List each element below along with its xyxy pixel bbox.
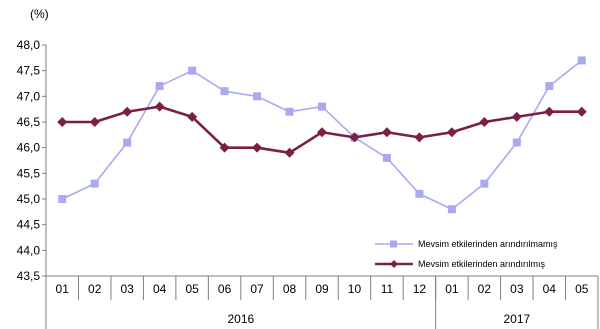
y-tick-label: 47,5 [17,64,41,78]
data-point-adjusted [57,117,68,127]
data-point-adjusted [544,106,555,117]
data-point-adjusted [317,127,327,138]
data-point-unadjusted [220,87,229,96]
data-point-adjusted [479,117,490,127]
x-tick-label: 09 [315,282,329,296]
data-point-adjusted [414,132,425,143]
data-point-unadjusted [58,195,67,203]
y-tick-label: 44,0 [17,243,41,257]
x-tick-label: 03 [510,282,524,296]
data-point-unadjusted [480,179,489,188]
x-tick-label: 12 [413,282,427,296]
legend-label-unadjusted: Mevsim etkilerinden arındırılmamış [418,239,558,249]
data-point-adjusted [154,101,165,112]
x-tick-label: 05 [575,282,589,296]
x-tick-label: 10 [348,282,362,296]
legend-marker-unadjusted [390,240,397,248]
x-tick-label: 08 [283,282,297,296]
year-label: 2017 [503,312,530,326]
data-point-unadjusted [415,189,424,198]
data-point-adjusted [219,142,230,153]
x-tick-label: 04 [153,282,167,296]
data-point-adjusted [122,106,133,117]
y-tick-label: 43,5 [17,269,41,283]
legend: Mevsim etkilerinden arındırılmamış Mevsi… [370,233,590,275]
data-point-adjusted [446,127,457,138]
y-tick-label: 45,5 [17,166,41,180]
y-unit-label: (%) [30,7,49,21]
data-point-unadjusted [382,153,391,162]
y-tick-label: 48,0 [17,38,41,52]
y-tick-label: 47,0 [17,89,41,103]
series-group [57,56,587,214]
data-point-unadjusted [285,107,294,116]
x-tick-label: 02 [88,282,102,296]
data-point-unadjusted [577,56,586,65]
x-tick-label: 01 [445,282,459,296]
data-point-unadjusted [123,138,132,147]
y-tick-label: 46,0 [17,141,41,155]
data-point-unadjusted [447,205,456,214]
x-tick-label: 03 [120,282,134,296]
legend-marker-adjusted [390,260,398,268]
x-tick-label: 05 [185,282,199,296]
data-point-adjusted [576,106,587,117]
y-tick-label: 44,5 [17,218,41,232]
axes: 48,0 47,5 47,0 46,5 46,0 45,5 45,0 44,5 44,0 43,5… [17,38,599,329]
data-point-unadjusted [155,82,164,91]
x-tick-label: 01 [56,282,70,296]
data-point-adjusted [381,127,392,138]
data-point-adjusted [252,142,263,153]
data-point-unadjusted [512,138,521,147]
legend-box [370,233,590,275]
x-tick-label: 11 [381,282,394,296]
y-tick-label: 45,0 [17,192,41,206]
legend-label-adjusted: Mevsim etkilerinden arındırılmış [418,259,546,269]
data-point-unadjusted [90,179,99,188]
y-tick-label: 46,5 [17,115,41,129]
x-tick-label: 06 [218,282,232,296]
data-point-adjusted [187,111,198,122]
data-point-adjusted [284,147,295,158]
data-point-adjusted [511,111,522,122]
x-tick-label: 02 [478,282,492,296]
data-point-unadjusted [253,92,262,101]
x-tick-label: 04 [543,282,557,296]
x-tick-label: 07 [250,282,264,296]
year-label: 2016 [227,312,254,326]
data-point-unadjusted [318,102,326,111]
data-point-unadjusted [545,82,554,91]
data-point-adjusted [349,132,360,143]
data-point-adjusted [89,117,100,127]
data-point-unadjusted [188,66,197,75]
